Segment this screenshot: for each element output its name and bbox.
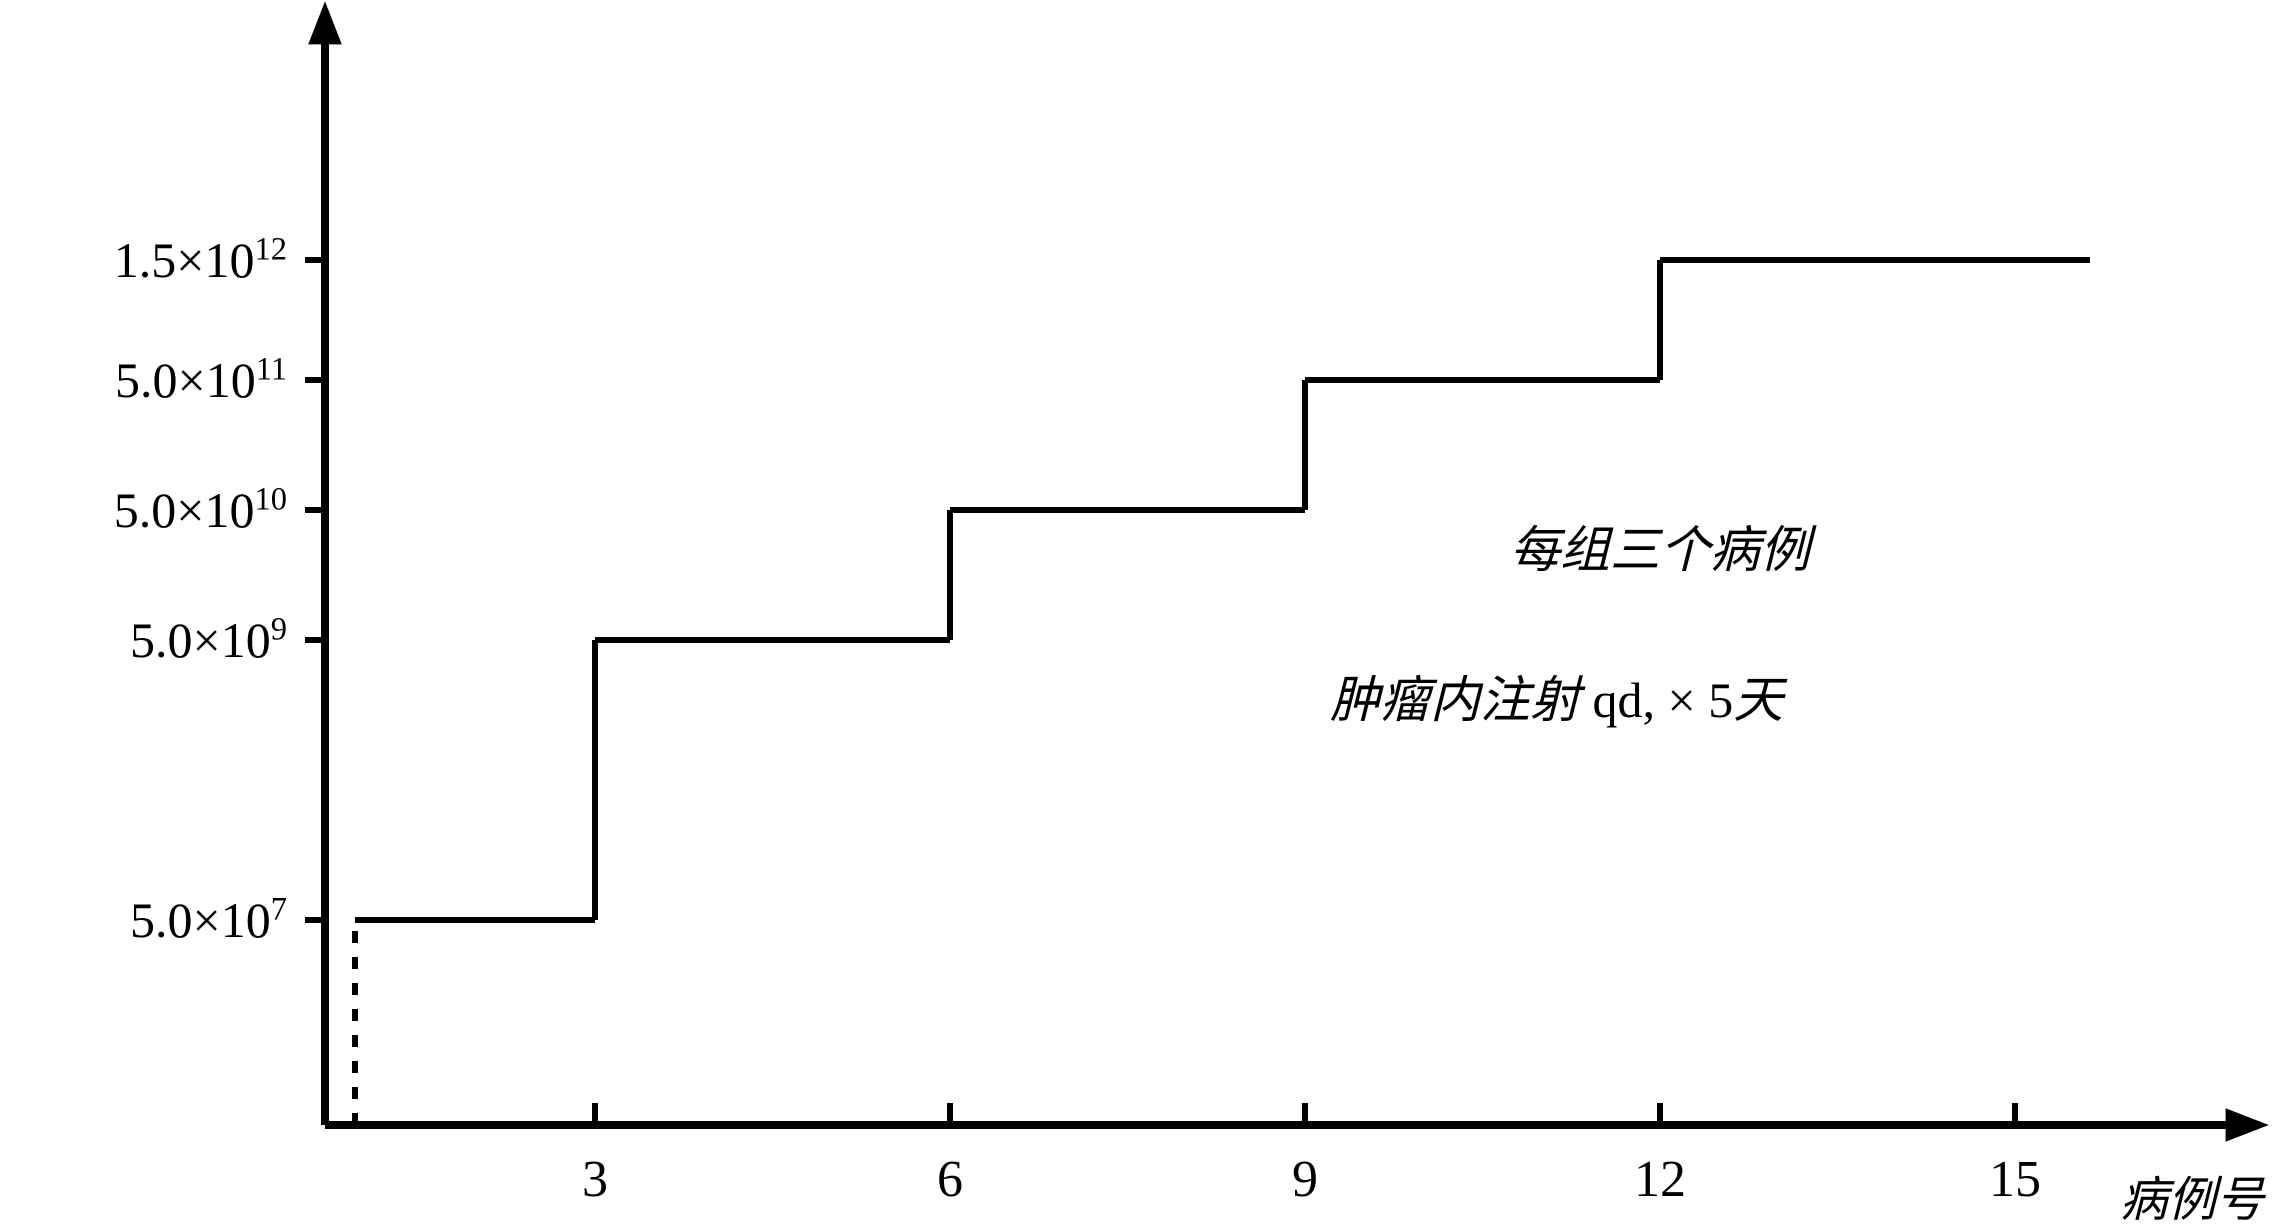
y-tick-label: 1.5×1012 — [114, 231, 287, 289]
step-chart: 5.0×107 5.0×109 5.0×1010 5.0×1011 1.5×1012 3 6… — [0, 0, 2279, 1226]
chart-annotation: 每组三个病例 — [1510, 510, 1810, 582]
y-tick-label: 5.0×107 — [130, 891, 287, 949]
x-axis-title: 病例号 — [2120, 1160, 2264, 1230]
chart-svg — [0, 0, 2279, 1226]
x-tick-label: 9 — [1292, 1150, 1318, 1209]
y-tick-label: 5.0×1011 — [115, 351, 287, 409]
x-tick-label: 3 — [582, 1150, 608, 1209]
x-tick-label: 6 — [937, 1150, 963, 1209]
y-tick-label: 5.0×109 — [130, 611, 287, 669]
x-tick-label: 15 — [1989, 1150, 2041, 1209]
chart-annotation: 肿瘤内注射 qd, × 5天 — [1330, 660, 1783, 732]
x-tick-label: 12 — [1634, 1150, 1686, 1209]
y-tick-label: 5.0×1010 — [114, 481, 287, 539]
